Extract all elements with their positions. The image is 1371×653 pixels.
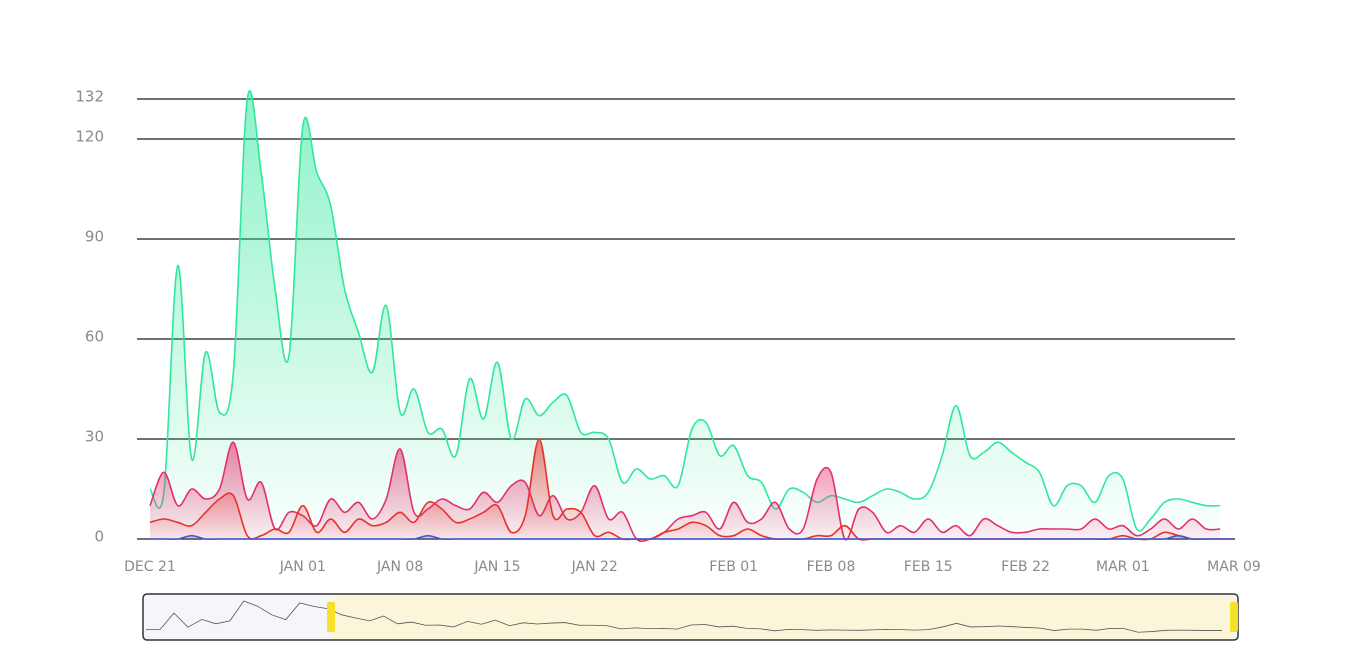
navigator-selection[interactable] [331,595,1234,639]
x-tick-label: MAR 01 [1096,559,1150,575]
series-line [149,534,1234,541]
x-tick-label: JAN 22 [571,559,618,575]
y-tick-label: 90 [85,228,104,246]
y-tick-label: 60 [85,328,104,346]
y-tick-label: 30 [85,428,104,446]
x-tick-label: JAN 08 [376,559,423,575]
navigator-handle[interactable] [327,602,335,632]
x-tick-label: JAN 01 [279,559,326,575]
x-tick-label: JAN 15 [473,559,520,575]
x-tick-label: FEB 22 [1001,559,1050,575]
x-tick-label: MAR 09 [1207,559,1261,575]
area-fill [150,439,1234,540]
series-line [149,441,1221,543]
x-tick-label: FEB 15 [904,559,953,575]
y-tick-label: 132 [75,88,104,106]
x-tick-label: FEB 01 [709,559,758,575]
navigator-handle[interactable] [1230,602,1238,632]
y-tick-label: 0 [94,528,104,546]
series-line [149,89,1221,532]
x-tick-label: DEC 21 [124,559,176,575]
y-tick-label: 120 [75,128,104,146]
x-tick-label: FEB 08 [807,559,856,575]
navigator-line [145,600,1223,633]
area-fill [150,535,1234,540]
area-fill [150,90,1221,539]
